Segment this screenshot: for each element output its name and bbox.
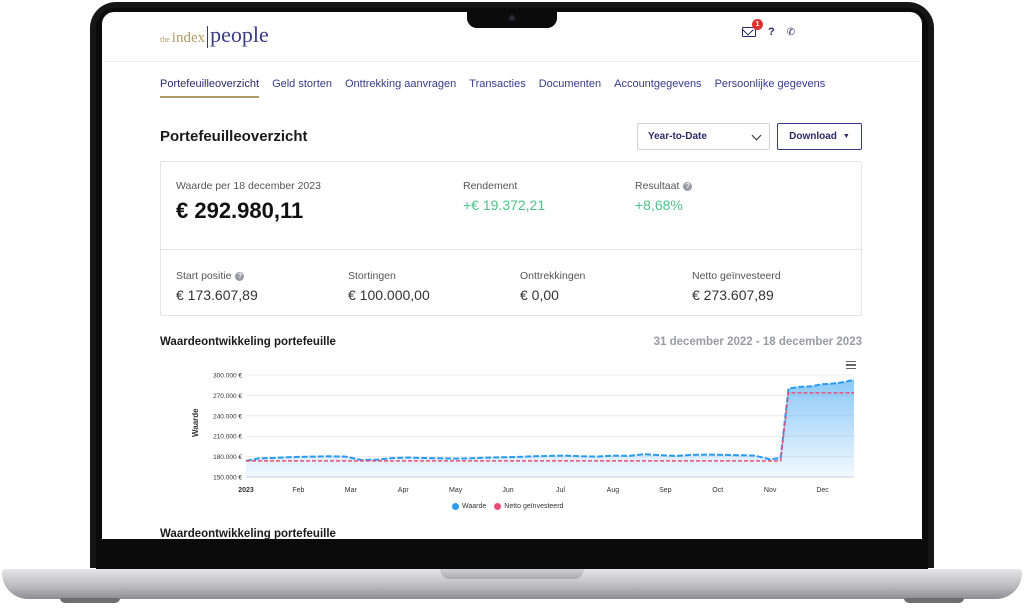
stat-return-amount: +€ 19.372,21	[463, 197, 546, 213]
period-select-value: Year-to-Date	[648, 131, 707, 142]
x-tick-label: 2023	[238, 487, 254, 494]
legend-waarde[interactable]: Waarde	[452, 503, 486, 510]
legend-netto-label: Netto geïnvesteerd	[504, 503, 564, 510]
x-tick-label: Oct	[712, 487, 723, 494]
screen: the index people 1 ? ✆ Portefeuilleoverz…	[102, 12, 922, 539]
stat-start-amount: € 173.607,89	[176, 287, 258, 303]
y-tick-label: 210.000 €	[213, 434, 242, 441]
stat-value: Waarde per 18 december 2023 € 292.980,11	[176, 180, 321, 224]
stat-result: Resultaat ? +8,68%	[635, 180, 693, 213]
nav-tab-4[interactable]: Documenten	[538, 78, 602, 90]
x-tick-label: Sep	[659, 487, 672, 494]
stat-return-label: Rendement	[463, 180, 518, 192]
stat-start-label: Start positie	[176, 270, 232, 282]
mail-icon[interactable]: 1	[742, 19, 763, 37]
x-tick-label: Dec	[816, 487, 829, 494]
chevron-down-icon	[751, 130, 762, 141]
header-icons: 1 ? ✆	[742, 19, 796, 38]
chart-title-second: Waardeontwikkeling portefeuille	[160, 528, 336, 539]
stat-result-label: Resultaat	[635, 180, 680, 192]
info-icon[interactable]: ?	[235, 271, 245, 281]
caret-down-icon: ▼	[842, 133, 850, 140]
y-tick-label: 180.000 €	[213, 454, 242, 461]
nav-tab-1[interactable]: Geld storten	[272, 78, 332, 90]
x-tick-label: Nov	[764, 487, 777, 494]
stat-start-label-row: Start positie ?	[176, 270, 258, 282]
x-tick-label: May	[449, 487, 463, 494]
nav-tab-6[interactable]: Persoonlijke gegevens	[714, 78, 826, 90]
header-divider	[102, 61, 922, 62]
download-label: Download	[789, 131, 837, 142]
info-icon[interactable]: ?	[683, 181, 693, 191]
x-tick-label: Apr	[398, 487, 410, 494]
stat-net-amount: € 273.607,89	[692, 287, 774, 303]
laptop-foot-left	[60, 598, 120, 603]
download-button[interactable]: Download ▼	[777, 123, 862, 150]
portfolio-chart: 150.000 € 180.000 € 210.000 € 240.000 € 270.…	[213, 373, 855, 494]
waarde-line	[245, 378, 855, 462]
logo-the: the	[160, 35, 170, 44]
main-nav: Portefeuilleoverzicht Geld storten Onttrek…	[160, 78, 825, 98]
legend-netto[interactable]: Netto geïnvesteerd	[494, 503, 563, 510]
stat-deposits: Stortingen € 100.000,00	[348, 270, 430, 303]
chart-legend: Waarde Netto geïnvesteerd	[452, 503, 563, 510]
laptop-chin	[96, 539, 928, 569]
stat-start: Start positie ? € 173.607,89	[176, 270, 258, 303]
y-tick-label: 240.000 €	[213, 413, 242, 420]
chart-date-range: 31 december 2022 - 18 december 2023	[653, 336, 862, 348]
card-divider	[161, 249, 861, 250]
stat-withdrawals-label: Onttrekkingen	[520, 270, 586, 282]
stat-net: Netto geïnvesteerd € 273.607,89	[692, 270, 781, 303]
period-select[interactable]: Year-to-Date	[637, 123, 770, 150]
stat-value-label: Waarde per 18 december 2023	[176, 180, 321, 192]
legend-waarde-label: Waarde	[462, 503, 487, 510]
brand-logo[interactable]: the index people	[160, 22, 269, 52]
logo-people: people	[210, 22, 269, 47]
stat-result-label-row: Resultaat ?	[635, 180, 693, 192]
nav-tab-0[interactable]: Portefeuilleoverzicht	[160, 78, 260, 98]
logo-divider	[207, 26, 209, 48]
logo-index: index	[171, 30, 206, 46]
camera-icon	[509, 15, 515, 21]
x-tick-label: Feb	[292, 487, 304, 494]
laptop-base-lip	[440, 569, 584, 579]
summary-card: Waarde per 18 december 2023 € 292.980,11…	[160, 161, 862, 316]
y-tick-label: 150.000 €	[213, 475, 242, 482]
stat-deposits-label: Stortingen	[348, 270, 396, 282]
netto-line	[246, 392, 854, 462]
page-title: Portefeuilleoverzicht	[160, 128, 308, 145]
stat-net-label: Netto geïnvesteerd	[692, 270, 781, 282]
stat-result-amount: +8,68%	[635, 197, 683, 213]
y-tick-label: 300.000 €	[213, 373, 242, 380]
y-tick-label: 270.000 €	[213, 393, 242, 400]
waarde-area	[246, 379, 854, 477]
legend-dot-netto	[494, 503, 502, 510]
nav-tab-2[interactable]: Onttrekking aanvragen	[344, 78, 457, 90]
nav-tab-5[interactable]: Accountgegevens	[614, 78, 702, 90]
stat-withdrawals: Onttrekkingen € 0,00	[520, 270, 585, 303]
chart-title: Waardeontwikkeling portefeuille	[160, 336, 336, 348]
laptop-foot-right	[904, 598, 964, 603]
stat-value-amount: € 292.980,11	[176, 198, 304, 223]
mail-badge: 1	[752, 19, 763, 30]
stat-withdrawals-amount: € 0,00	[520, 287, 559, 303]
phone-icon[interactable]: ✆	[786, 26, 796, 38]
x-tick-label: Jun	[502, 487, 513, 494]
help-icon[interactable]: ?	[768, 26, 775, 38]
x-tick-label: Jul	[556, 487, 565, 494]
chart-menu-icon[interactable]	[846, 361, 856, 369]
nav-tab-3[interactable]: Transacties	[469, 78, 526, 90]
x-tick-label: Mar	[345, 487, 358, 494]
stat-return: Rendement +€ 19.372,21	[463, 180, 545, 213]
legend-dot-waarde	[452, 503, 459, 510]
stat-deposits-amount: € 100.000,00	[348, 287, 430, 303]
x-tick-label: Aug	[607, 487, 620, 494]
